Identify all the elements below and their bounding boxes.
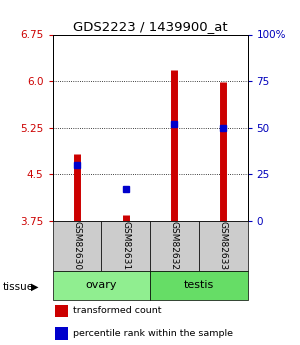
Bar — [199, 221, 248, 271]
Bar — [52, 221, 101, 271]
Bar — [55, 327, 68, 339]
Text: transformed count: transformed count — [74, 306, 162, 315]
Text: ▶: ▶ — [31, 282, 38, 292]
Text: GSM82633: GSM82633 — [219, 221, 228, 270]
Bar — [150, 271, 248, 300]
Bar — [150, 221, 199, 271]
Text: percentile rank within the sample: percentile rank within the sample — [74, 329, 233, 338]
Title: GDS2223 / 1439900_at: GDS2223 / 1439900_at — [73, 20, 227, 33]
Text: GSM82632: GSM82632 — [170, 221, 179, 270]
Bar — [101, 221, 150, 271]
Text: testis: testis — [184, 280, 214, 290]
Text: ovary: ovary — [85, 280, 117, 290]
Text: GSM82630: GSM82630 — [72, 221, 81, 270]
Bar — [52, 271, 150, 300]
Text: GSM82631: GSM82631 — [121, 221, 130, 270]
Bar — [55, 305, 68, 317]
Text: tissue: tissue — [3, 282, 34, 292]
